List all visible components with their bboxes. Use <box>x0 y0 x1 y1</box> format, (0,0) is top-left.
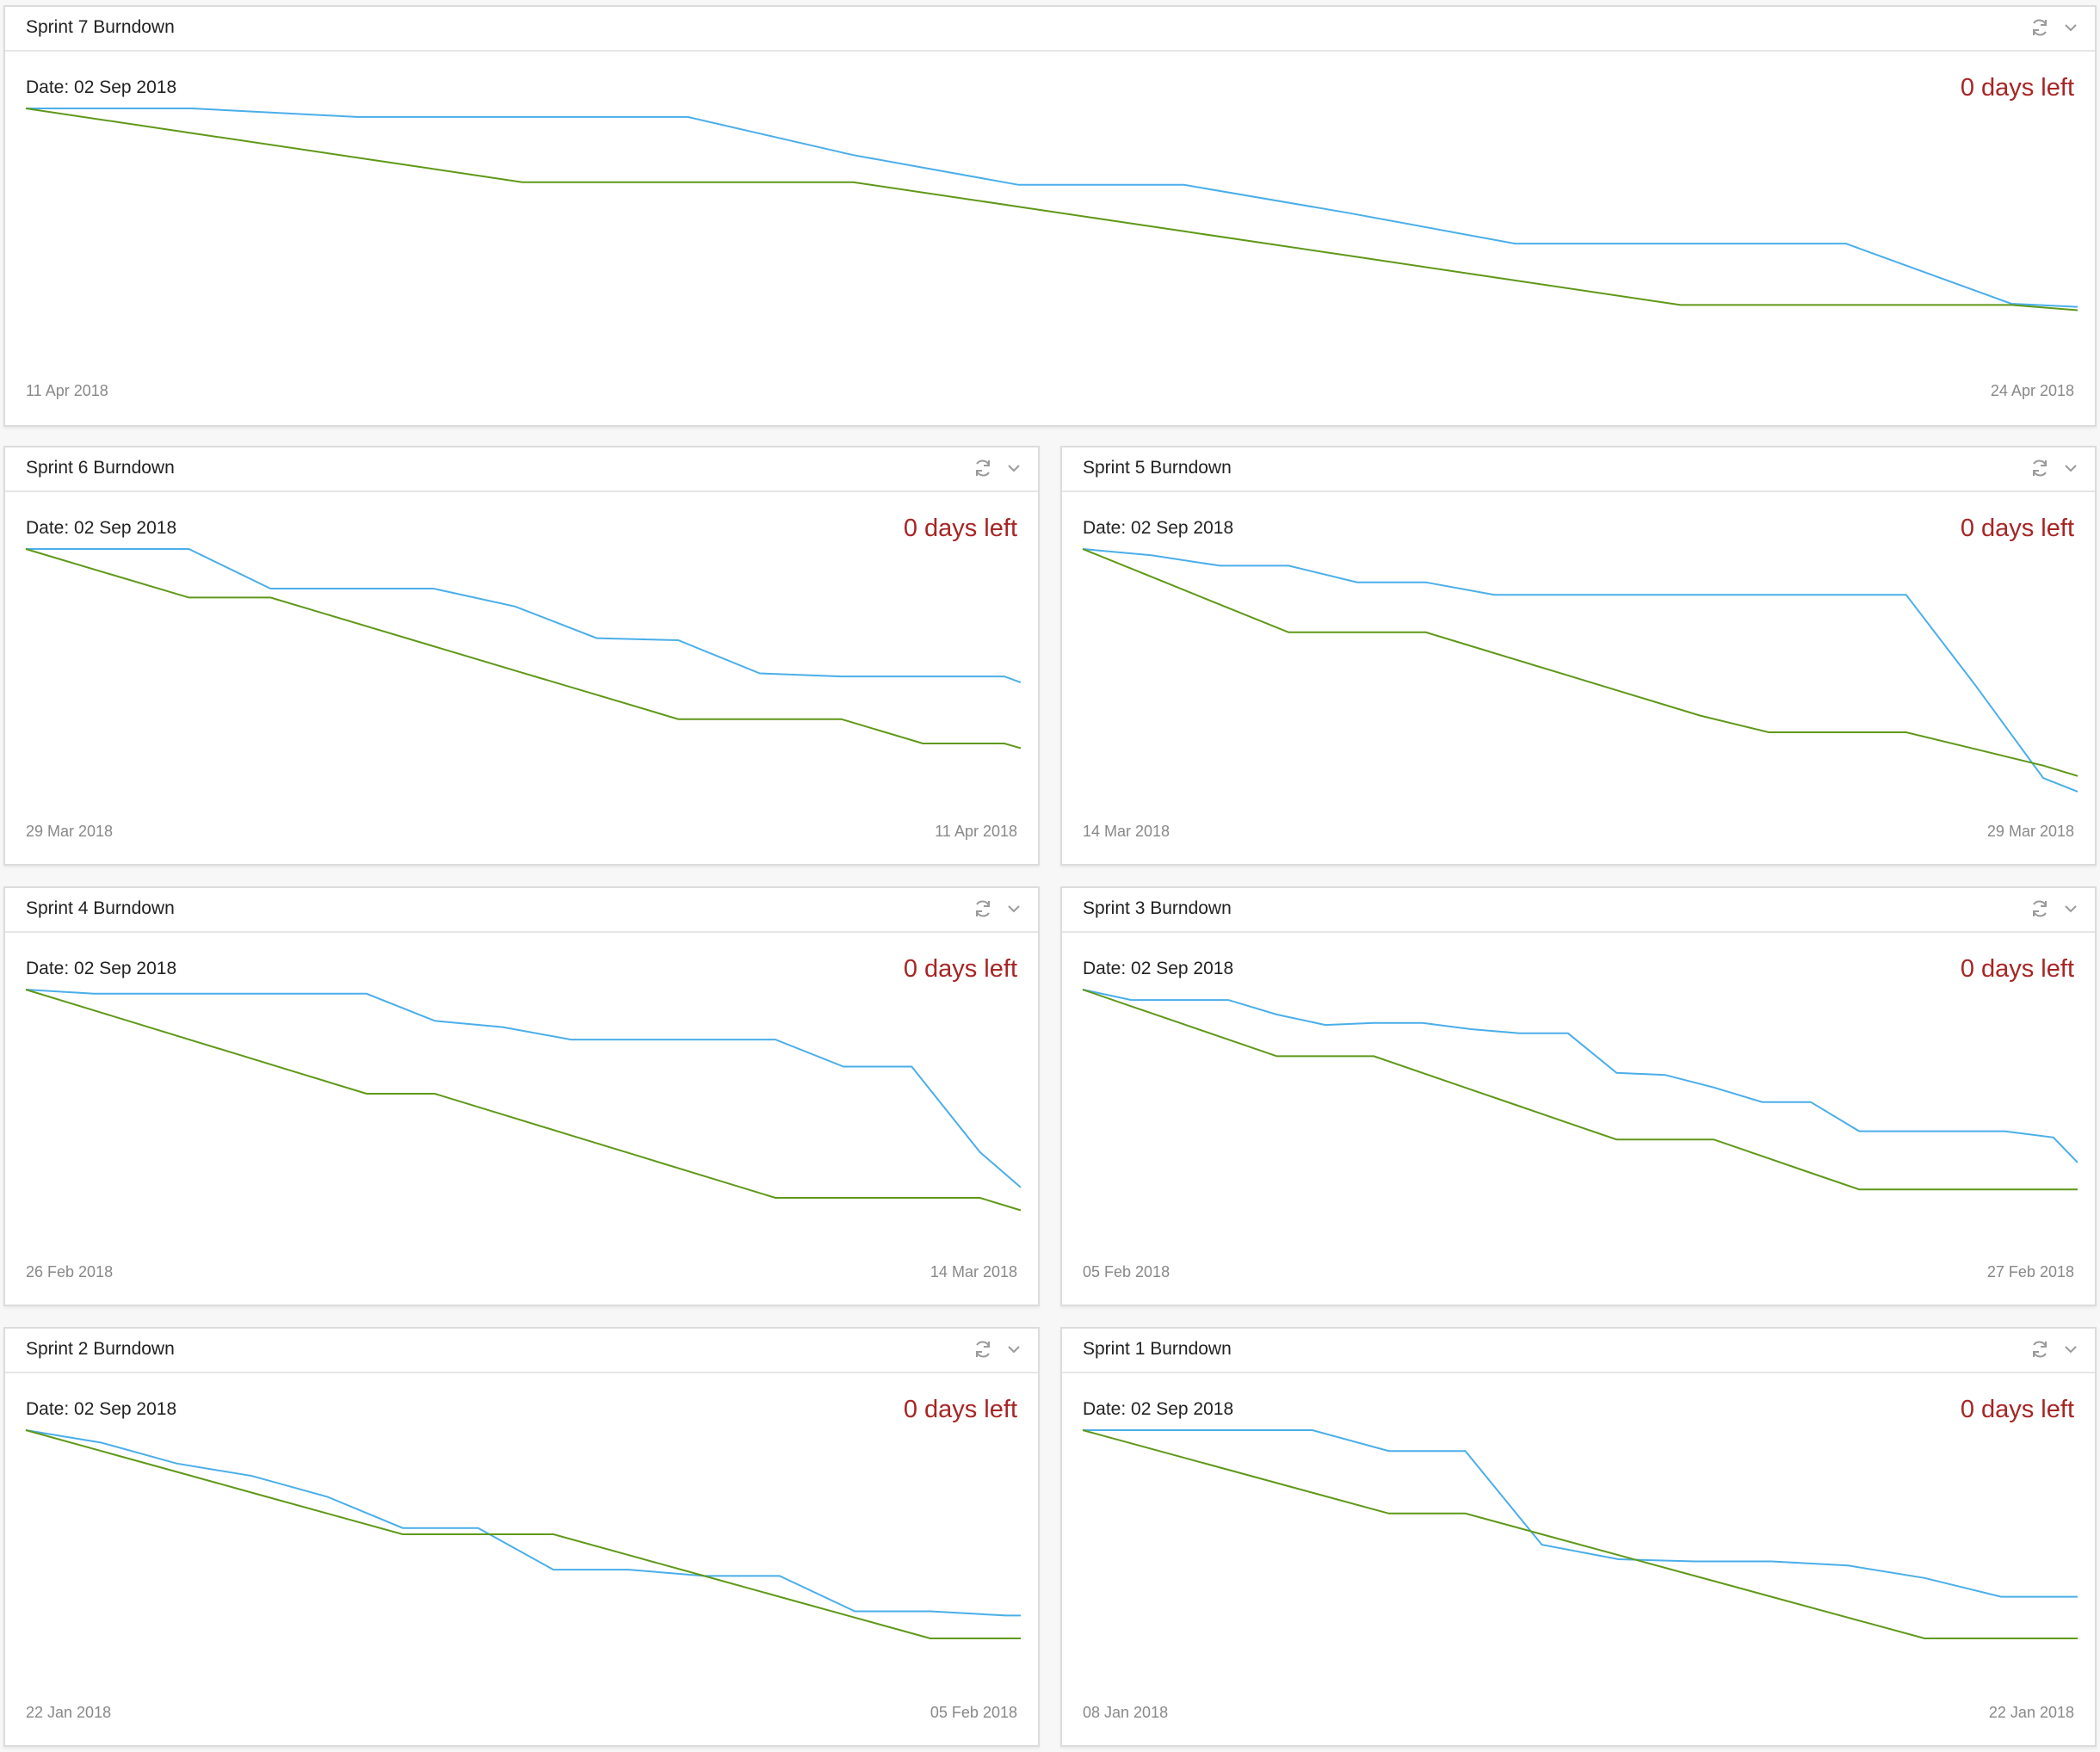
remaining-work-line <box>25 989 1022 1188</box>
chevron-down-icon[interactable] <box>2062 900 2079 917</box>
panel-title: Sprint 5 Burndown <box>1083 458 1232 478</box>
start-date-label: 11 Apr 2018 <box>26 382 108 399</box>
remaining-work-line <box>1082 548 2078 793</box>
sprint-2-panel: Sprint 2 Burndown Date: 02 Sep 2018 0 da… <box>3 1327 1040 1747</box>
ideal-burndown-line <box>1082 548 2078 777</box>
remaining-work-line <box>26 548 1022 684</box>
panel-header-icons <box>964 1339 1022 1361</box>
start-date-label: 22 Jan 2018 <box>26 1704 112 1721</box>
refresh-icon[interactable] <box>2029 898 2050 919</box>
burndown-chart <box>1082 548 2078 793</box>
remaining-work-line <box>26 108 2078 308</box>
ideal-burndown-line <box>25 108 2078 312</box>
panel-header: Sprint 2 Burndown <box>5 1329 1038 1373</box>
days-left: 0 days left <box>1960 515 2074 542</box>
ideal-burndown-line <box>1082 989 2078 1191</box>
ideal-burndown-line <box>1082 1429 2078 1639</box>
days-left: 0 days left <box>1960 955 2074 983</box>
date-label: Date: 02 Sep 2018 <box>26 518 177 538</box>
remaining-work-line <box>1083 1429 2078 1598</box>
remaining-work-line <box>25 1429 1021 1617</box>
chevron-down-icon[interactable] <box>2062 460 2079 477</box>
burndown-chart <box>25 989 1022 1212</box>
sprint-5-panel: Sprint 5 Burndown Date: 02 Sep 2018 0 da… <box>1060 446 2097 866</box>
date-label: Date: 02 Sep 2018 <box>26 77 177 97</box>
refresh-icon[interactable] <box>973 1339 993 1360</box>
panel-header: Sprint 1 Burndown <box>1062 1329 2095 1373</box>
chevron-down-icon[interactable] <box>1005 1341 1022 1358</box>
burndown-chart <box>1082 989 2078 1191</box>
days-left: 0 days left <box>1960 1396 2074 1423</box>
start-date-label: 29 Mar 2018 <box>26 823 114 840</box>
ideal-burndown-line <box>25 989 1022 1212</box>
chevron-down-icon[interactable] <box>1005 460 1022 477</box>
panel-header-icons <box>2021 17 2079 40</box>
burndown-chart <box>25 1429 1021 1639</box>
date-label: Date: 02 Sep 2018 <box>1083 959 1234 978</box>
panel-title: Sprint 3 Burndown <box>1083 898 1232 918</box>
days-left: 0 days left <box>903 955 1017 983</box>
end-date-label: 22 Jan 2018 <box>1988 1704 2074 1721</box>
date-label: Date: 02 Sep 2018 <box>26 1399 177 1419</box>
sprint-6-panel: Sprint 6 Burndown Date: 02 Sep 2018 0 da… <box>3 446 1040 866</box>
days-left: 0 days left <box>1960 74 2074 102</box>
refresh-icon[interactable] <box>973 458 993 478</box>
date-label: Date: 02 Sep 2018 <box>1083 1399 1234 1419</box>
burndown-chart <box>25 108 2078 312</box>
sprint-4-panel: Sprint 4 Burndown Date: 02 Sep 2018 0 da… <box>3 886 1040 1306</box>
date-label: Date: 02 Sep 2018 <box>1083 518 1234 538</box>
chevron-down-icon[interactable] <box>1005 900 1022 917</box>
days-left: 0 days left <box>903 515 1017 542</box>
remaining-work-line <box>1082 989 2078 1163</box>
burndown-chart <box>1082 1429 2078 1639</box>
panel-title: Sprint 2 Burndown <box>26 1339 175 1359</box>
ideal-burndown-line <box>25 548 1022 750</box>
refresh-icon[interactable] <box>973 898 993 919</box>
refresh-icon[interactable] <box>2029 17 2050 38</box>
end-date-label: 11 Apr 2018 <box>935 823 1017 840</box>
panel-header-icons <box>2021 1339 2079 1361</box>
refresh-icon[interactable] <box>2029 1339 2050 1360</box>
panel-header-icons <box>2021 458 2079 480</box>
panel-header: Sprint 3 Burndown <box>1062 888 2095 933</box>
panel-header: Sprint 4 Burndown <box>5 888 1038 933</box>
sprint-3-panel: Sprint 3 Burndown Date: 02 Sep 2018 0 da… <box>1060 886 2097 1306</box>
chevron-down-icon[interactable] <box>2062 1341 2079 1358</box>
panel-title: Sprint 4 Burndown <box>26 898 175 918</box>
panel-header-icons <box>964 458 1022 480</box>
start-date-label: 05 Feb 2018 <box>1083 1263 1170 1280</box>
end-date-label: 29 Mar 2018 <box>1986 823 2074 840</box>
sprint-1-panel: Sprint 1 Burndown Date: 02 Sep 2018 0 da… <box>1060 1327 2097 1747</box>
chevron-down-icon[interactable] <box>2062 19 2079 36</box>
refresh-icon[interactable] <box>2029 458 2050 478</box>
end-date-label: 27 Feb 2018 <box>1986 1263 2074 1280</box>
end-date-label: 14 Mar 2018 <box>930 1263 1017 1280</box>
start-date-label: 14 Mar 2018 <box>1083 823 1170 840</box>
panel-header-icons <box>2021 898 2079 921</box>
start-date-label: 26 Feb 2018 <box>26 1263 114 1280</box>
ideal-burndown-line <box>25 1429 1021 1639</box>
panel-title: Sprint 1 Burndown <box>1083 1339 1232 1359</box>
date-label: Date: 02 Sep 2018 <box>26 959 177 978</box>
end-date-label: 24 Apr 2018 <box>1990 382 2074 399</box>
burndown-chart <box>25 548 1022 750</box>
panel-header: Sprint 5 Burndown <box>1062 447 2095 492</box>
panel-header-icons <box>964 898 1022 921</box>
panel-header: Sprint 7 Burndown <box>5 7 2095 52</box>
panel-header: Sprint 6 Burndown <box>5 447 1038 492</box>
end-date-label: 05 Feb 2018 <box>930 1704 1017 1721</box>
start-date-label: 08 Jan 2018 <box>1083 1704 1169 1721</box>
days-left: 0 days left <box>903 1396 1017 1423</box>
panel-title: Sprint 7 Burndown <box>26 17 175 37</box>
panel-title: Sprint 6 Burndown <box>26 458 175 478</box>
sprint-7-panel: Sprint 7 Burndown Date: 02 Sep 2018 0 da… <box>3 5 2097 427</box>
